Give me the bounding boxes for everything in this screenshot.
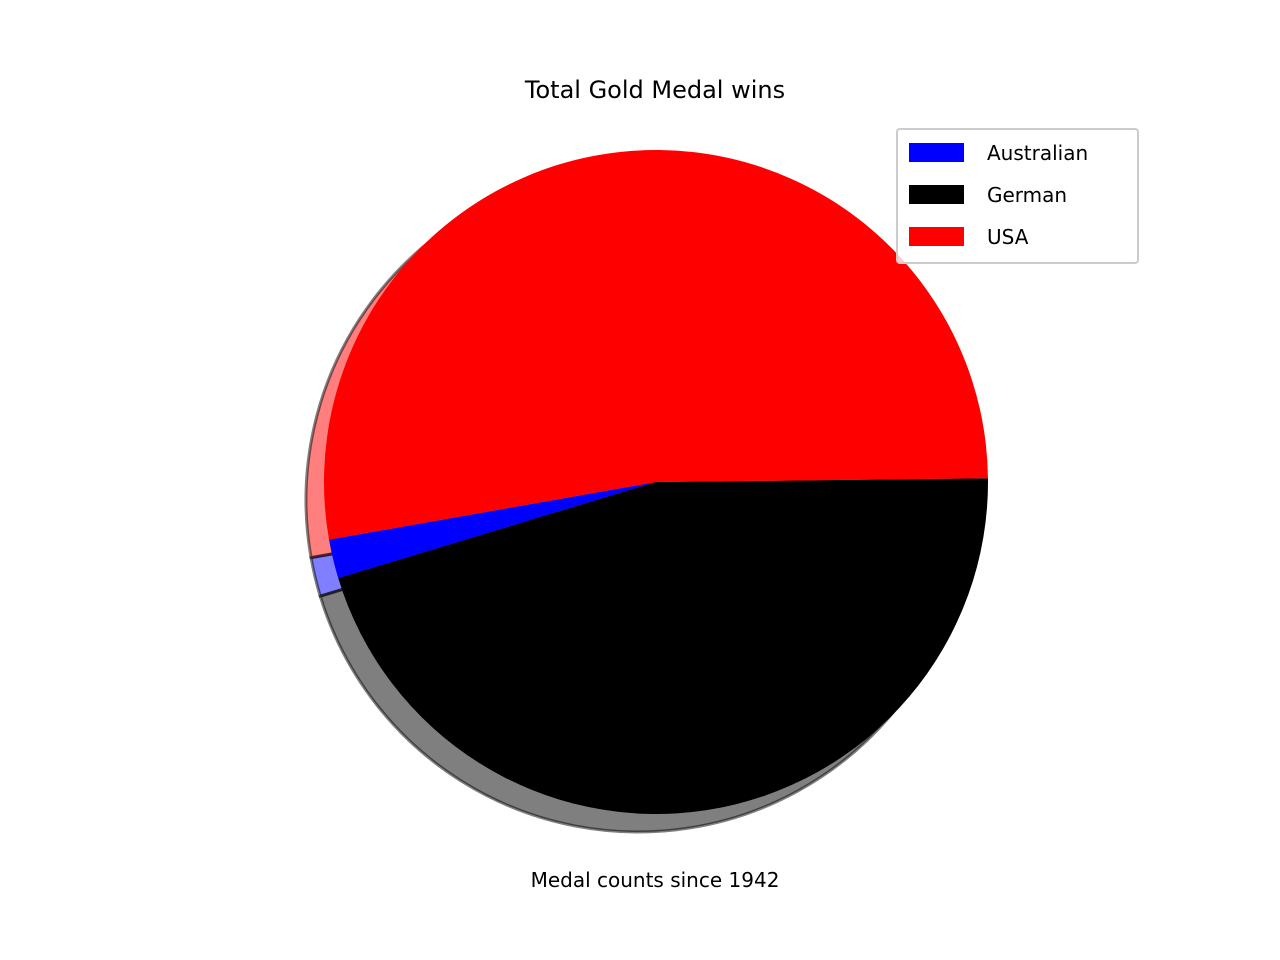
pie-slice-usa <box>324 150 988 540</box>
x-axis-label: Medal counts since 1942 <box>531 868 780 892</box>
legend: Australian German USA <box>896 128 1139 264</box>
pie-slices <box>324 150 989 814</box>
legend-swatch-german <box>909 185 964 204</box>
pie-slice-australian <box>329 482 656 579</box>
chart-title: Total Gold Medal wins <box>524 76 785 104</box>
legend-label-german: German <box>987 183 1067 207</box>
legend-swatch-usa <box>909 227 964 246</box>
legend-swatch-australian <box>909 143 964 162</box>
legend-label-usa: USA <box>987 225 1029 249</box>
pie-slice-german <box>338 478 989 814</box>
legend-label-australian: Australian <box>987 141 1088 165</box>
